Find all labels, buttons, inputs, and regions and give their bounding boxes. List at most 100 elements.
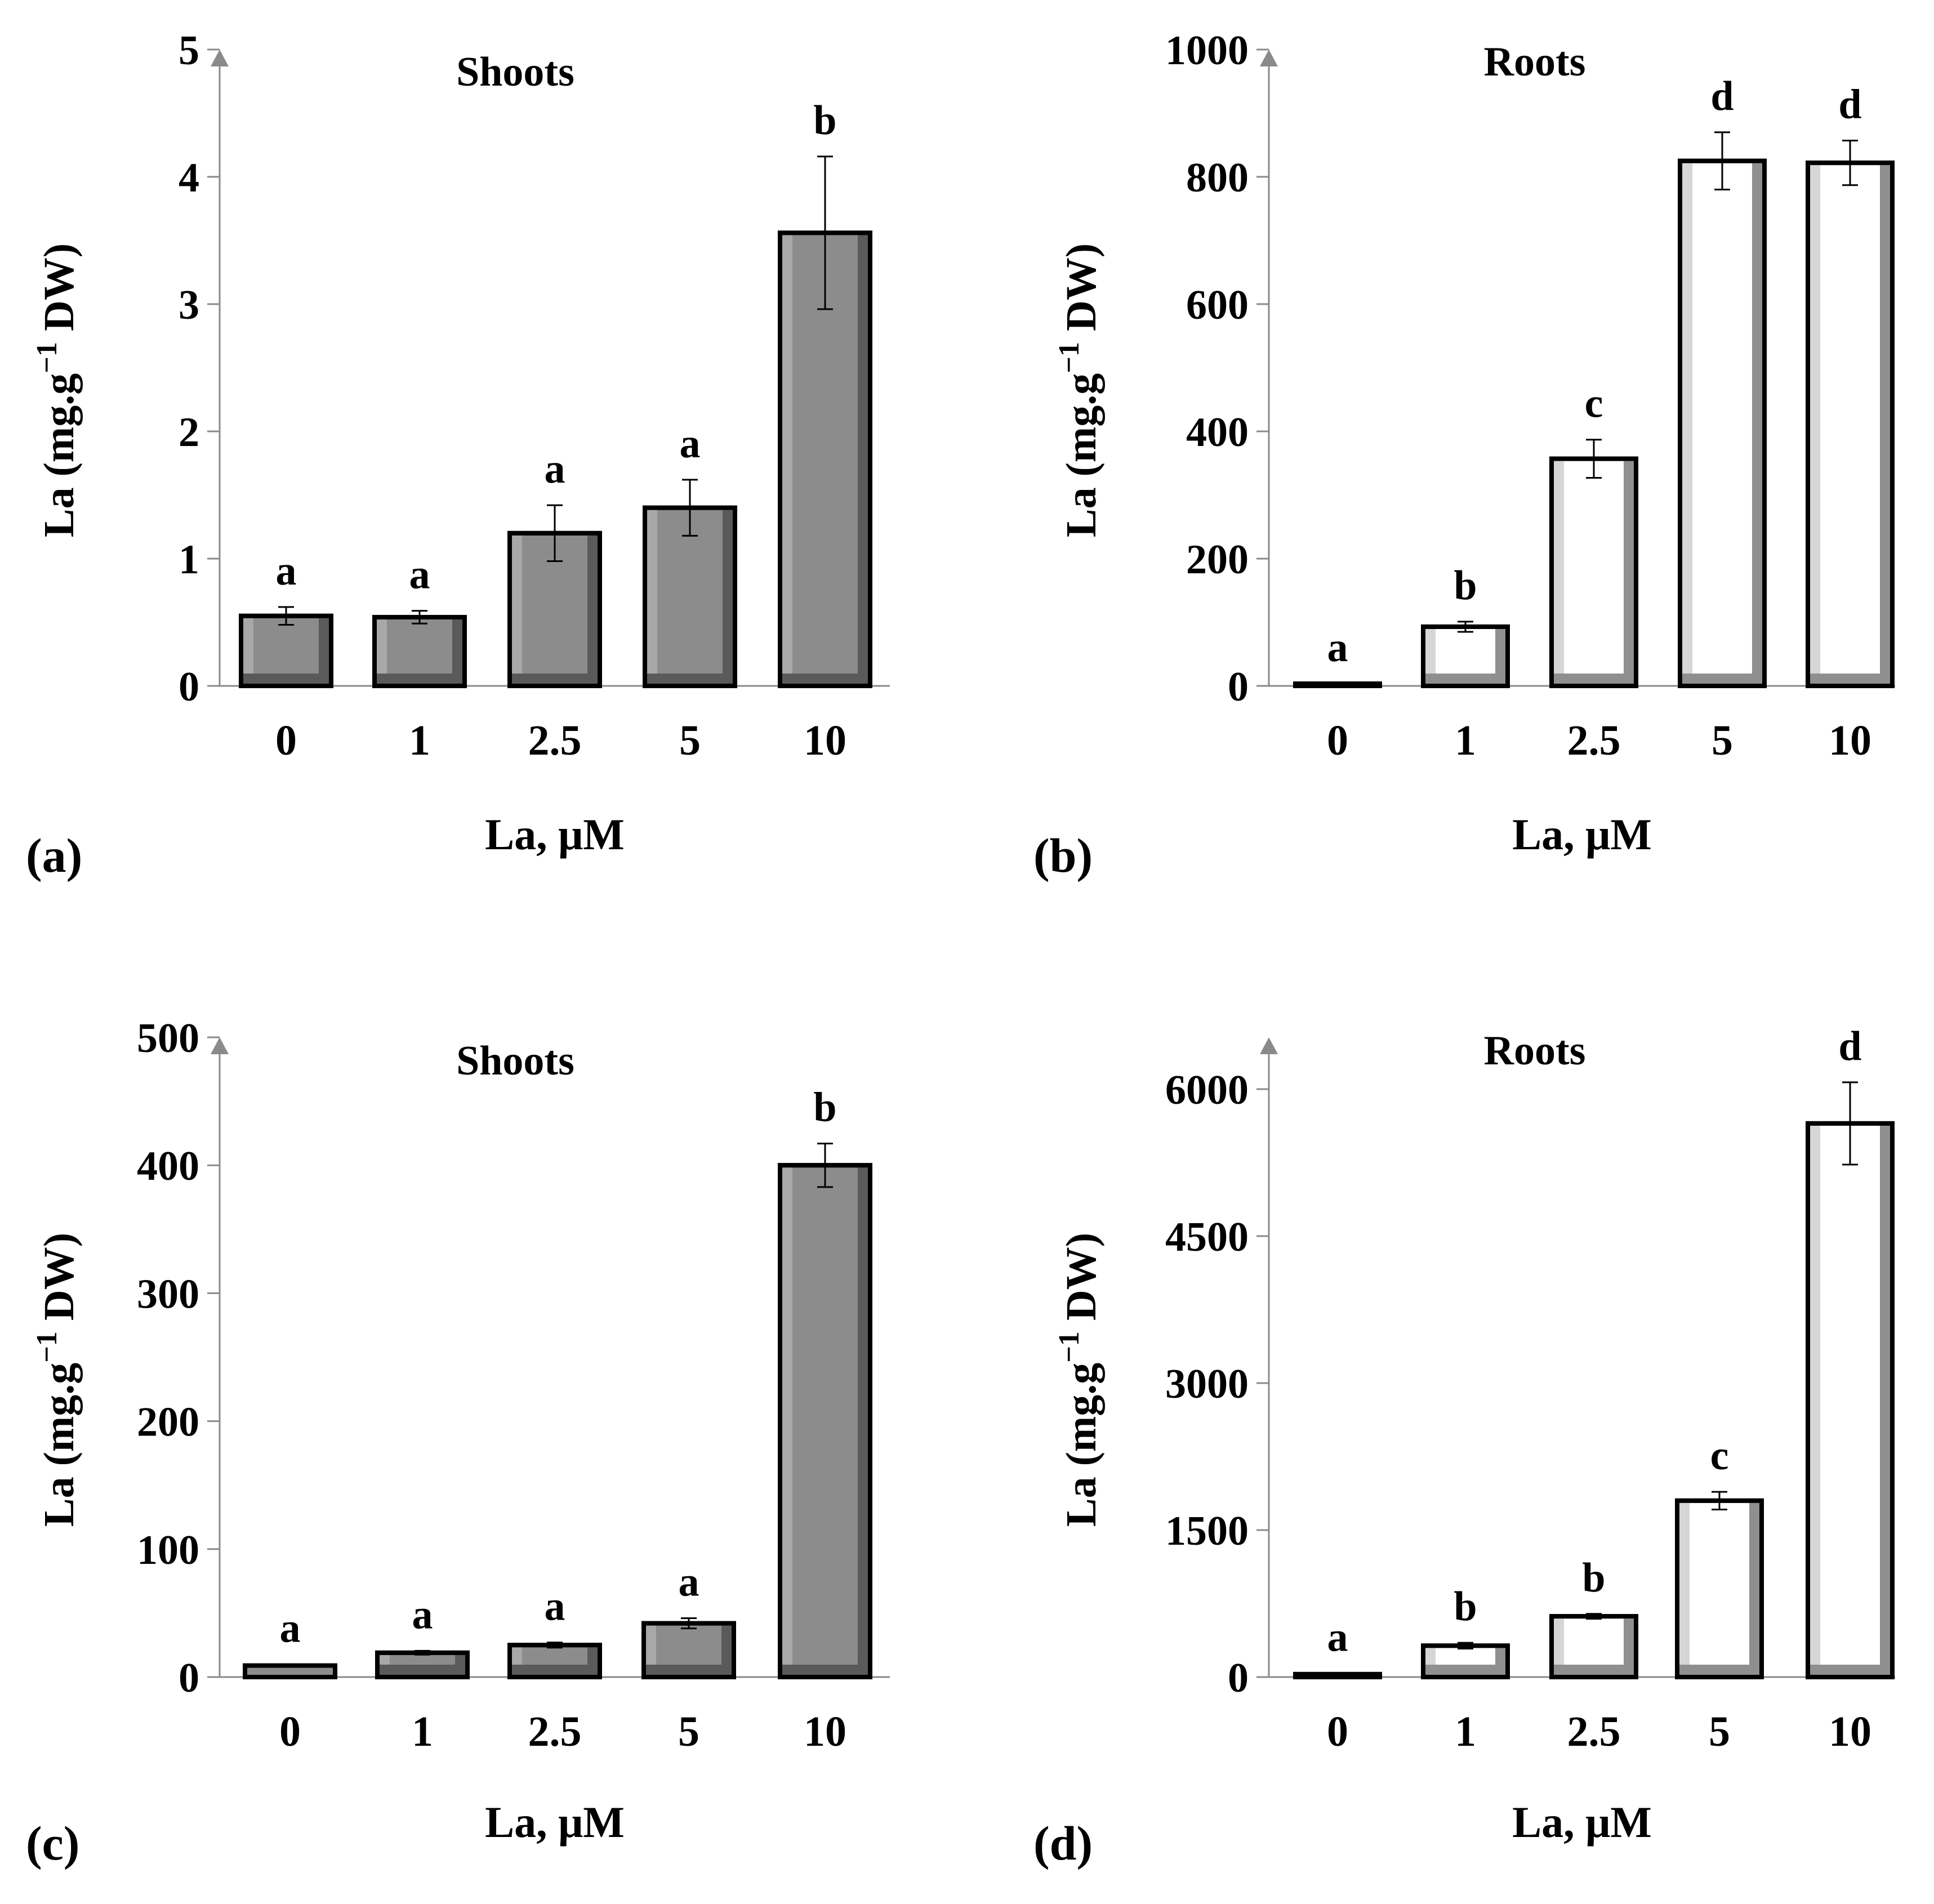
bar-shade-left <box>1810 1125 1820 1675</box>
significance-letter: a <box>1327 625 1348 671</box>
bar-shade-right <box>319 618 329 684</box>
y-axis-label: La (mg.g−1 DW) <box>31 1233 83 1527</box>
bar-shade-bottom <box>243 674 329 684</box>
bar-shade-bottom <box>1554 674 1634 684</box>
significance-letter: a <box>545 446 565 492</box>
bar-group: d <box>1806 82 1895 688</box>
x-tick-label: 1 <box>1455 1708 1476 1755</box>
x-tick-label: 0 <box>275 717 297 764</box>
y-axis-label: La (mg.g−1 DW) <box>31 243 83 537</box>
x-tick-label: 0 <box>1327 717 1348 764</box>
significance-letter: a <box>545 1584 565 1630</box>
x-tick-label: 5 <box>1712 717 1733 764</box>
bar-shade-bottom <box>512 1665 598 1675</box>
bar-shade-bottom <box>782 674 868 684</box>
chart-title: Shoots <box>456 1038 574 1084</box>
chart-panel-4: 0 1500 3000 4500 6000 La (mg.g−1 DW) Roots a 0 b 1… <box>1033 1023 1895 1870</box>
bar-shade-bottom <box>1810 674 1890 684</box>
bar-shade-bottom <box>1425 674 1505 684</box>
x-tick-label: 2.5 <box>528 717 582 764</box>
significance-letter: d <box>1710 73 1734 119</box>
x-tick-label: 5 <box>1709 1708 1730 1755</box>
bar <box>1675 1498 1764 1680</box>
x-tick-label: 1 <box>409 717 430 764</box>
x-tick-label: 5 <box>679 717 701 764</box>
significance-letter: a <box>412 1591 433 1638</box>
bar-shade-right <box>587 535 598 684</box>
x-tick-label: 10 <box>804 717 846 764</box>
chart-title: Shoots <box>456 49 574 95</box>
y-tick-label: 6000 <box>1165 1067 1249 1113</box>
significance-letter: b <box>1582 1555 1605 1601</box>
bar-shade-right <box>1880 1125 1890 1675</box>
bar-group: b <box>1421 1584 1510 1680</box>
x-tick-label: 0 <box>279 1708 301 1755</box>
x-axis-label: La, μM <box>485 810 625 859</box>
significance-letter: a <box>409 552 430 598</box>
x-tick-label: 2.5 <box>1567 1708 1621 1755</box>
x-tick-label: 2.5 <box>1567 717 1621 764</box>
panel-label: (a) <box>26 828 82 882</box>
bar-shade-right <box>1495 628 1505 684</box>
y-axis-arrow <box>211 1037 229 1054</box>
bar <box>778 1163 872 1679</box>
bar-shade-bottom <box>1554 1665 1634 1675</box>
bar-shade-left <box>1810 165 1820 684</box>
bar-group: a <box>372 552 467 688</box>
bar-shade-right <box>723 510 733 684</box>
bar <box>1806 160 1895 688</box>
bar-shade-bottom <box>646 1665 732 1675</box>
bar-shade-right <box>1752 163 1762 684</box>
x-tick-label: 10 <box>804 1708 846 1755</box>
bar-shade-right <box>858 235 868 684</box>
x-tick-label: 1 <box>1455 717 1476 764</box>
significance-letter: b <box>1454 1584 1477 1630</box>
bar <box>1678 158 1767 688</box>
y-tick-label: 1000 <box>1165 28 1249 74</box>
bar-shade-bottom <box>1682 674 1762 684</box>
bar-group: b <box>1421 563 1510 689</box>
bar-shade-left <box>1554 461 1564 684</box>
chart-panel-3: 0 100 200 300 400 500 La (mg.g−1 DW) Shoots a 0 a 1… <box>26 1015 890 1870</box>
bar-shade-left <box>1682 163 1692 684</box>
y-tick-label: 0 <box>1228 664 1249 710</box>
bar-shade-left <box>782 235 792 684</box>
significance-letter: b <box>1454 563 1477 609</box>
y-tick-label: 4 <box>179 155 199 201</box>
bar-group: a <box>507 446 602 688</box>
x-tick-label: 10 <box>1829 717 1871 764</box>
y-tick-label: 600 <box>1186 282 1249 328</box>
bar-shade-right <box>1749 1502 1759 1675</box>
bar-group: b <box>778 1085 872 1679</box>
bar-shade-right <box>1624 461 1634 684</box>
significance-letter: a <box>276 548 297 594</box>
y-tick-label: 3000 <box>1165 1361 1249 1407</box>
bar-group: a <box>507 1584 602 1679</box>
bar-group: c <box>1549 381 1638 689</box>
y-tick-label: 3 <box>179 282 199 328</box>
bar-group: d <box>1806 1023 1895 1679</box>
y-axis-arrow <box>211 50 229 66</box>
bar <box>1549 456 1638 689</box>
bar-shade-left <box>243 618 253 684</box>
bar-shade-left <box>377 619 387 684</box>
bar-group: b <box>778 97 872 688</box>
bar-shade-bottom <box>1425 1665 1505 1675</box>
significance-letter: c <box>1585 381 1603 427</box>
bar-shade-bottom <box>380 1665 465 1675</box>
bar-shade-bottom <box>1810 1665 1890 1675</box>
y-tick-label: 1500 <box>1165 1508 1249 1554</box>
bar-group: a <box>1293 625 1382 688</box>
y-tick-label: 500 <box>137 1015 199 1062</box>
y-tick-label: 300 <box>137 1271 199 1317</box>
bar-group: a <box>643 421 737 688</box>
x-tick-label: 5 <box>678 1708 699 1755</box>
bar-shade-bottom <box>512 674 598 684</box>
y-tick-label: 100 <box>137 1527 199 1573</box>
y-tick-label: 0 <box>179 1655 199 1701</box>
significance-letter: d <box>1838 1023 1861 1069</box>
bar-group: d <box>1678 73 1767 688</box>
bar-group: c <box>1675 1433 1764 1680</box>
chart-panel-2: 0 200 400 600 800 1000 La (mg.g−1 DW) Roots a 0 b 1… <box>1033 28 1895 882</box>
